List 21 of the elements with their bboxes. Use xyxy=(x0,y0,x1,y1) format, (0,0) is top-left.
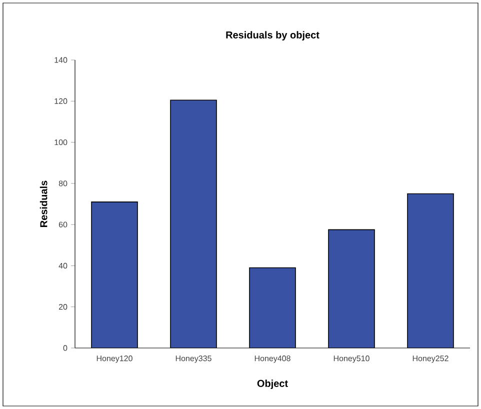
y-tick-label: 140 xyxy=(54,57,68,63)
y-tick-label: 80 xyxy=(58,180,68,186)
bar xyxy=(328,229,375,348)
y-tick-label: 40 xyxy=(58,262,68,269)
bar xyxy=(170,100,217,348)
chart-title: Residuals by object xyxy=(226,31,320,40)
x-axis-title: Object xyxy=(257,380,288,389)
x-tick-label: Honey408 xyxy=(254,356,290,363)
x-tick-label: Honey252 xyxy=(412,356,448,363)
y-tick-label: 120 xyxy=(54,98,68,104)
x-tick-label: Honey120 xyxy=(96,356,132,363)
y-tick-label: 0 xyxy=(63,345,68,351)
y-tick-label: 60 xyxy=(58,222,68,228)
y-tick-label: 100 xyxy=(54,139,68,146)
bar xyxy=(91,202,138,348)
bar xyxy=(407,193,454,348)
y-tick-label: 20 xyxy=(58,304,68,310)
x-tick-label: Honey510 xyxy=(334,356,370,363)
x-tick-label: Honey335 xyxy=(176,356,212,363)
bar xyxy=(249,267,296,348)
y-axis-title: Residuals xyxy=(40,180,48,227)
